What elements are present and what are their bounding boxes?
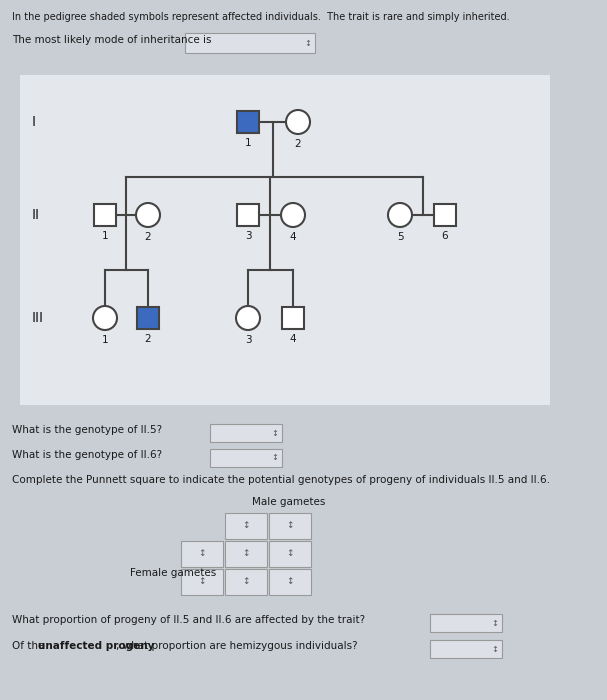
Bar (225, 541, 267, 567)
Circle shape (136, 203, 160, 227)
Text: 4: 4 (290, 232, 296, 242)
Bar (237, 111, 259, 133)
Bar (225, 513, 267, 539)
Text: 2: 2 (294, 139, 301, 149)
Text: The most likely mode of inheritance is: The most likely mode of inheritance is (12, 35, 211, 45)
Text: ↕: ↕ (492, 619, 498, 627)
Text: 5: 5 (397, 232, 403, 242)
Text: ↕: ↕ (198, 578, 206, 587)
Text: What proportion of progeny of II.5 and II.6 are affected by the trait?: What proportion of progeny of II.5 and I… (12, 615, 365, 625)
Text: 1: 1 (102, 335, 108, 345)
Text: 3: 3 (245, 335, 251, 345)
Text: ↕: ↕ (305, 38, 311, 48)
Text: unaffected progeny: unaffected progeny (38, 641, 154, 651)
Text: III: III (32, 311, 44, 325)
Text: What is the genotype of II.6?: What is the genotype of II.6? (12, 450, 162, 460)
Text: ↕: ↕ (492, 645, 498, 654)
Circle shape (236, 306, 260, 330)
Text: ↕: ↕ (271, 454, 279, 463)
Circle shape (388, 203, 412, 227)
Bar (181, 569, 223, 595)
Text: ↕: ↕ (242, 578, 249, 587)
Bar (430, 614, 502, 632)
Circle shape (93, 306, 117, 330)
Bar (137, 307, 159, 329)
Text: ↕: ↕ (287, 578, 294, 587)
Text: 2: 2 (144, 334, 151, 344)
Text: ↕: ↕ (198, 550, 206, 559)
Text: ↕: ↕ (287, 522, 294, 531)
Bar (434, 204, 456, 226)
Bar (269, 569, 311, 595)
Bar (269, 541, 311, 567)
Text: 3: 3 (245, 231, 251, 241)
Text: What is the genotype of II.5?: What is the genotype of II.5? (12, 425, 162, 435)
Text: 1: 1 (245, 138, 251, 148)
Text: ↕: ↕ (287, 550, 294, 559)
Bar (430, 640, 502, 658)
Bar (225, 569, 267, 595)
Text: In the pedigree shaded symbols represent affected individuals.  The trait is rar: In the pedigree shaded symbols represent… (12, 12, 510, 22)
Bar (210, 424, 282, 442)
Circle shape (281, 203, 305, 227)
Bar (269, 513, 311, 539)
Bar (210, 449, 282, 467)
Bar (20, 75, 550, 405)
Text: , what proportion are hemizygous individuals?: , what proportion are hemizygous individ… (116, 641, 358, 651)
Bar (237, 204, 259, 226)
Text: 2: 2 (144, 232, 151, 242)
Bar (282, 307, 304, 329)
Text: Complete the Punnett square to indicate the potential genotypes of progeny of in: Complete the Punnett square to indicate … (12, 475, 550, 485)
Text: 4: 4 (290, 334, 296, 344)
Circle shape (286, 110, 310, 134)
Text: II: II (32, 208, 40, 222)
Text: ↕: ↕ (242, 550, 249, 559)
Bar (94, 204, 116, 226)
Text: 1: 1 (102, 231, 108, 241)
Bar (185, 33, 315, 53)
Text: 6: 6 (442, 231, 449, 241)
Text: Female gametes: Female gametes (130, 568, 216, 578)
Text: ↕: ↕ (242, 522, 249, 531)
Text: ↕: ↕ (271, 428, 279, 438)
Bar (181, 541, 223, 567)
Text: Male gametes: Male gametes (253, 497, 326, 507)
Text: I: I (32, 115, 36, 129)
Text: Of the: Of the (12, 641, 47, 651)
